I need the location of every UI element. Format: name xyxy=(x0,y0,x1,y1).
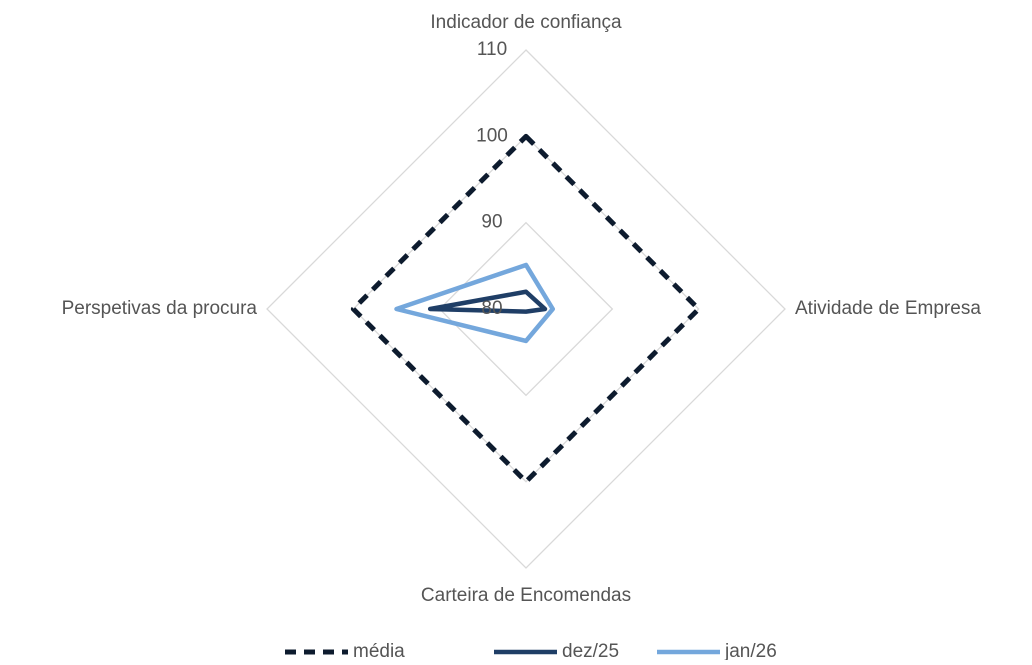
grid-line xyxy=(266,49,786,569)
category-label: Perspetivas da procura xyxy=(62,298,258,319)
legend-label: dez/25 xyxy=(562,641,619,660)
category-label: Carteira de Encomendas xyxy=(421,585,631,606)
series-line xyxy=(394,262,556,344)
tick-label: 90 xyxy=(481,212,502,233)
category-label: Indicador de confiança xyxy=(430,12,622,33)
grid-line xyxy=(438,221,614,397)
legend-label: jan/26 xyxy=(724,641,777,660)
series-line xyxy=(427,289,548,314)
tick-label: 110 xyxy=(477,39,507,60)
series-line xyxy=(350,133,702,485)
tick-label: 100 xyxy=(476,125,508,146)
category-label: Atividade de Empresa xyxy=(795,298,981,319)
legend-label: média xyxy=(353,641,405,660)
tick-label: 80 xyxy=(481,298,502,319)
